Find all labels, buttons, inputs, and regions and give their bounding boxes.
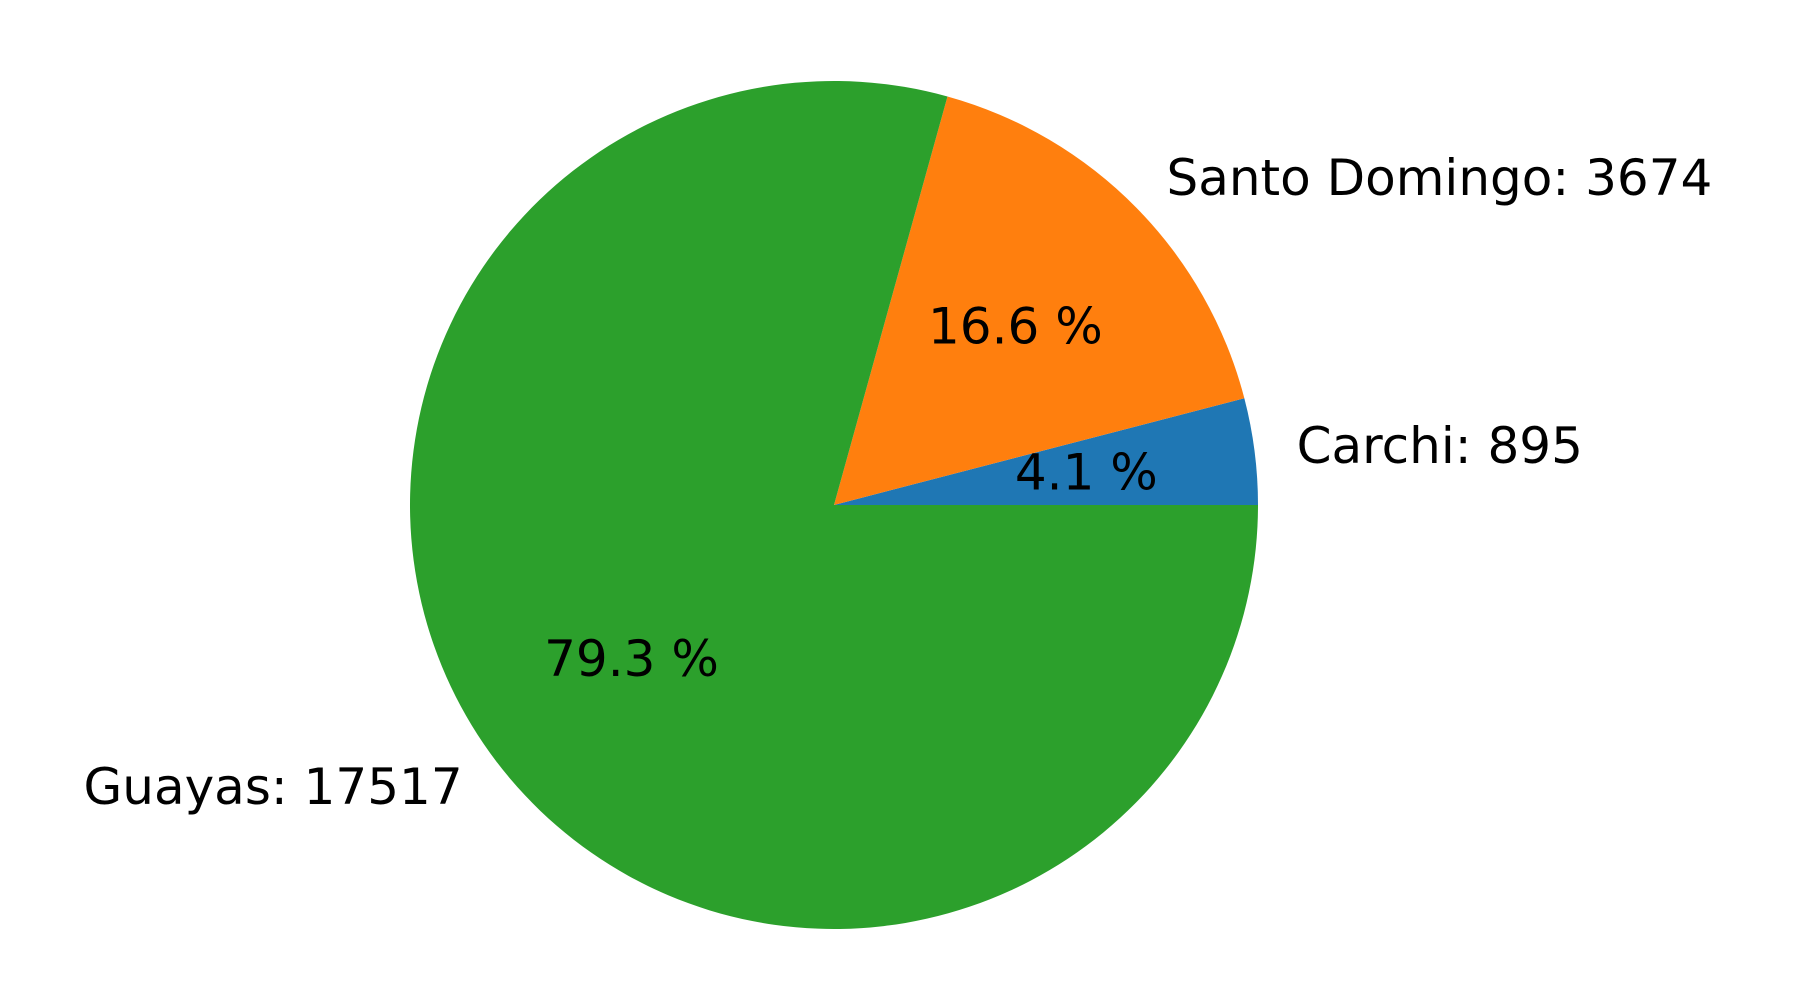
percent-labels: 4.1 % 16.6 % 79.3 %	[544, 298, 1158, 688]
category-label-carchi: Carchi: 895	[1297, 417, 1583, 475]
percent-label-guayas: 79.3 %	[544, 630, 719, 688]
category-label-guayas: Guayas: 17517	[84, 758, 463, 816]
percent-label-santo-domingo: 16.6 %	[928, 298, 1103, 356]
pie-slices	[410, 81, 1258, 929]
pie-slice-guayas	[410, 81, 1258, 929]
category-labels: Carchi: 895 Santo Domingo: 3674 Guayas: 17…	[84, 149, 1713, 816]
pie-slice-carchi	[834, 398, 1258, 505]
percent-label-carchi: 4.1 %	[1015, 444, 1158, 502]
category-label-santo-domingo: Santo Domingo: 3674	[1166, 149, 1712, 207]
pie-slice-santo-domingo	[834, 96, 1245, 505]
